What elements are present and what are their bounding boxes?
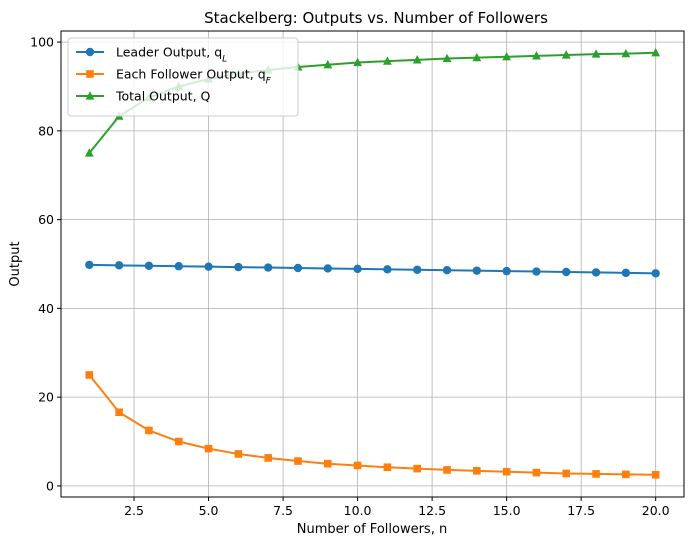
data-point [234, 450, 243, 458]
x-axis-ticks: 2.5 5.0 7.5 10.0 12.5 15.0 17.5 20.0 [124, 497, 670, 518]
data-point [115, 408, 123, 417]
data-point [204, 444, 213, 453]
data-point [591, 268, 601, 277]
data-point [502, 467, 511, 476]
data-point [442, 53, 452, 63]
data-point [592, 470, 600, 478]
y-axis-label: Output [8, 241, 23, 286]
data-point [323, 264, 332, 273]
x-axis-label: Number of Followers, n [297, 522, 447, 537]
x-tick-label: 17.5 [567, 503, 595, 518]
data-point [622, 470, 630, 479]
data-point [472, 52, 482, 62]
y-tick-label: 20 [38, 390, 54, 405]
legend-subscript: L [222, 55, 227, 65]
legend-subscript: F [266, 77, 272, 87]
y-tick-label: 60 [38, 212, 54, 227]
legend-item: Total Output, Q [76, 89, 211, 104]
legend-box [67, 37, 299, 117]
series-line [89, 263, 656, 275]
series-line [88, 374, 656, 476]
data-point [174, 262, 183, 271]
data-point [353, 461, 362, 470]
data-point [264, 454, 272, 462]
y-tick-label: 40 [38, 301, 54, 316]
data-point [383, 265, 392, 274]
data-point [502, 266, 511, 276]
data-point [591, 49, 601, 58]
chart-title: Stackelberg: Outputs vs. Number of Follo… [204, 9, 548, 27]
x-tick-label: 10.0 [344, 503, 372, 518]
x-tick-label: 7.5 [273, 503, 293, 518]
legend-label: Total Output, Q [115, 89, 211, 104]
data-point [621, 268, 631, 278]
legend-swatch-marker [86, 70, 94, 78]
data-point [323, 59, 333, 69]
y-tick-label: 100 [30, 35, 54, 50]
data-point [353, 264, 362, 274]
data-point [383, 56, 392, 65]
y-tick-label: 0 [46, 478, 54, 493]
series-2 [85, 371, 660, 479]
data-point [413, 464, 422, 473]
legend-swatch-marker [85, 47, 95, 57]
data-point [114, 261, 124, 270]
data-point [383, 463, 392, 472]
data-point [442, 266, 452, 275]
data-point [84, 148, 94, 157]
data-point [472, 266, 482, 275]
data-point [144, 261, 154, 270]
data-point [621, 48, 631, 58]
data-point [443, 466, 451, 474]
data-point [353, 57, 362, 67]
data-point [145, 426, 153, 435]
data-point [323, 459, 332, 468]
data-point [502, 51, 512, 61]
data-point [85, 260, 94, 270]
data-point [651, 471, 660, 479]
data-point [263, 263, 273, 272]
x-tick-label: 15.0 [493, 503, 521, 518]
data-point [532, 51, 541, 60]
x-tick-label: 20.0 [642, 503, 670, 518]
data-point [561, 50, 571, 59]
data-point [293, 263, 303, 273]
x-tick-label: 2.5 [124, 503, 144, 518]
data-point [412, 55, 422, 64]
data-point [413, 265, 422, 274]
series-1 [85, 260, 660, 278]
data-point [532, 468, 541, 477]
data-point [562, 469, 571, 478]
y-axis-ticks: 0 20 40 60 80 100 [30, 35, 61, 493]
legend-swatch-marker [85, 91, 95, 100]
data-point [234, 262, 243, 272]
data-point [651, 269, 660, 278]
data-point [294, 457, 302, 465]
data-point [651, 47, 661, 57]
data-point [174, 437, 183, 446]
data-point [473, 467, 481, 475]
x-tick-label: 12.5 [418, 503, 446, 518]
plot-frame [60, 30, 685, 498]
data-point [85, 371, 94, 379]
y-tick-label: 80 [38, 123, 54, 138]
data-point [562, 267, 571, 277]
x-tick-label: 5.0 [199, 503, 219, 518]
data-point [204, 262, 213, 271]
data-point [532, 267, 541, 276]
